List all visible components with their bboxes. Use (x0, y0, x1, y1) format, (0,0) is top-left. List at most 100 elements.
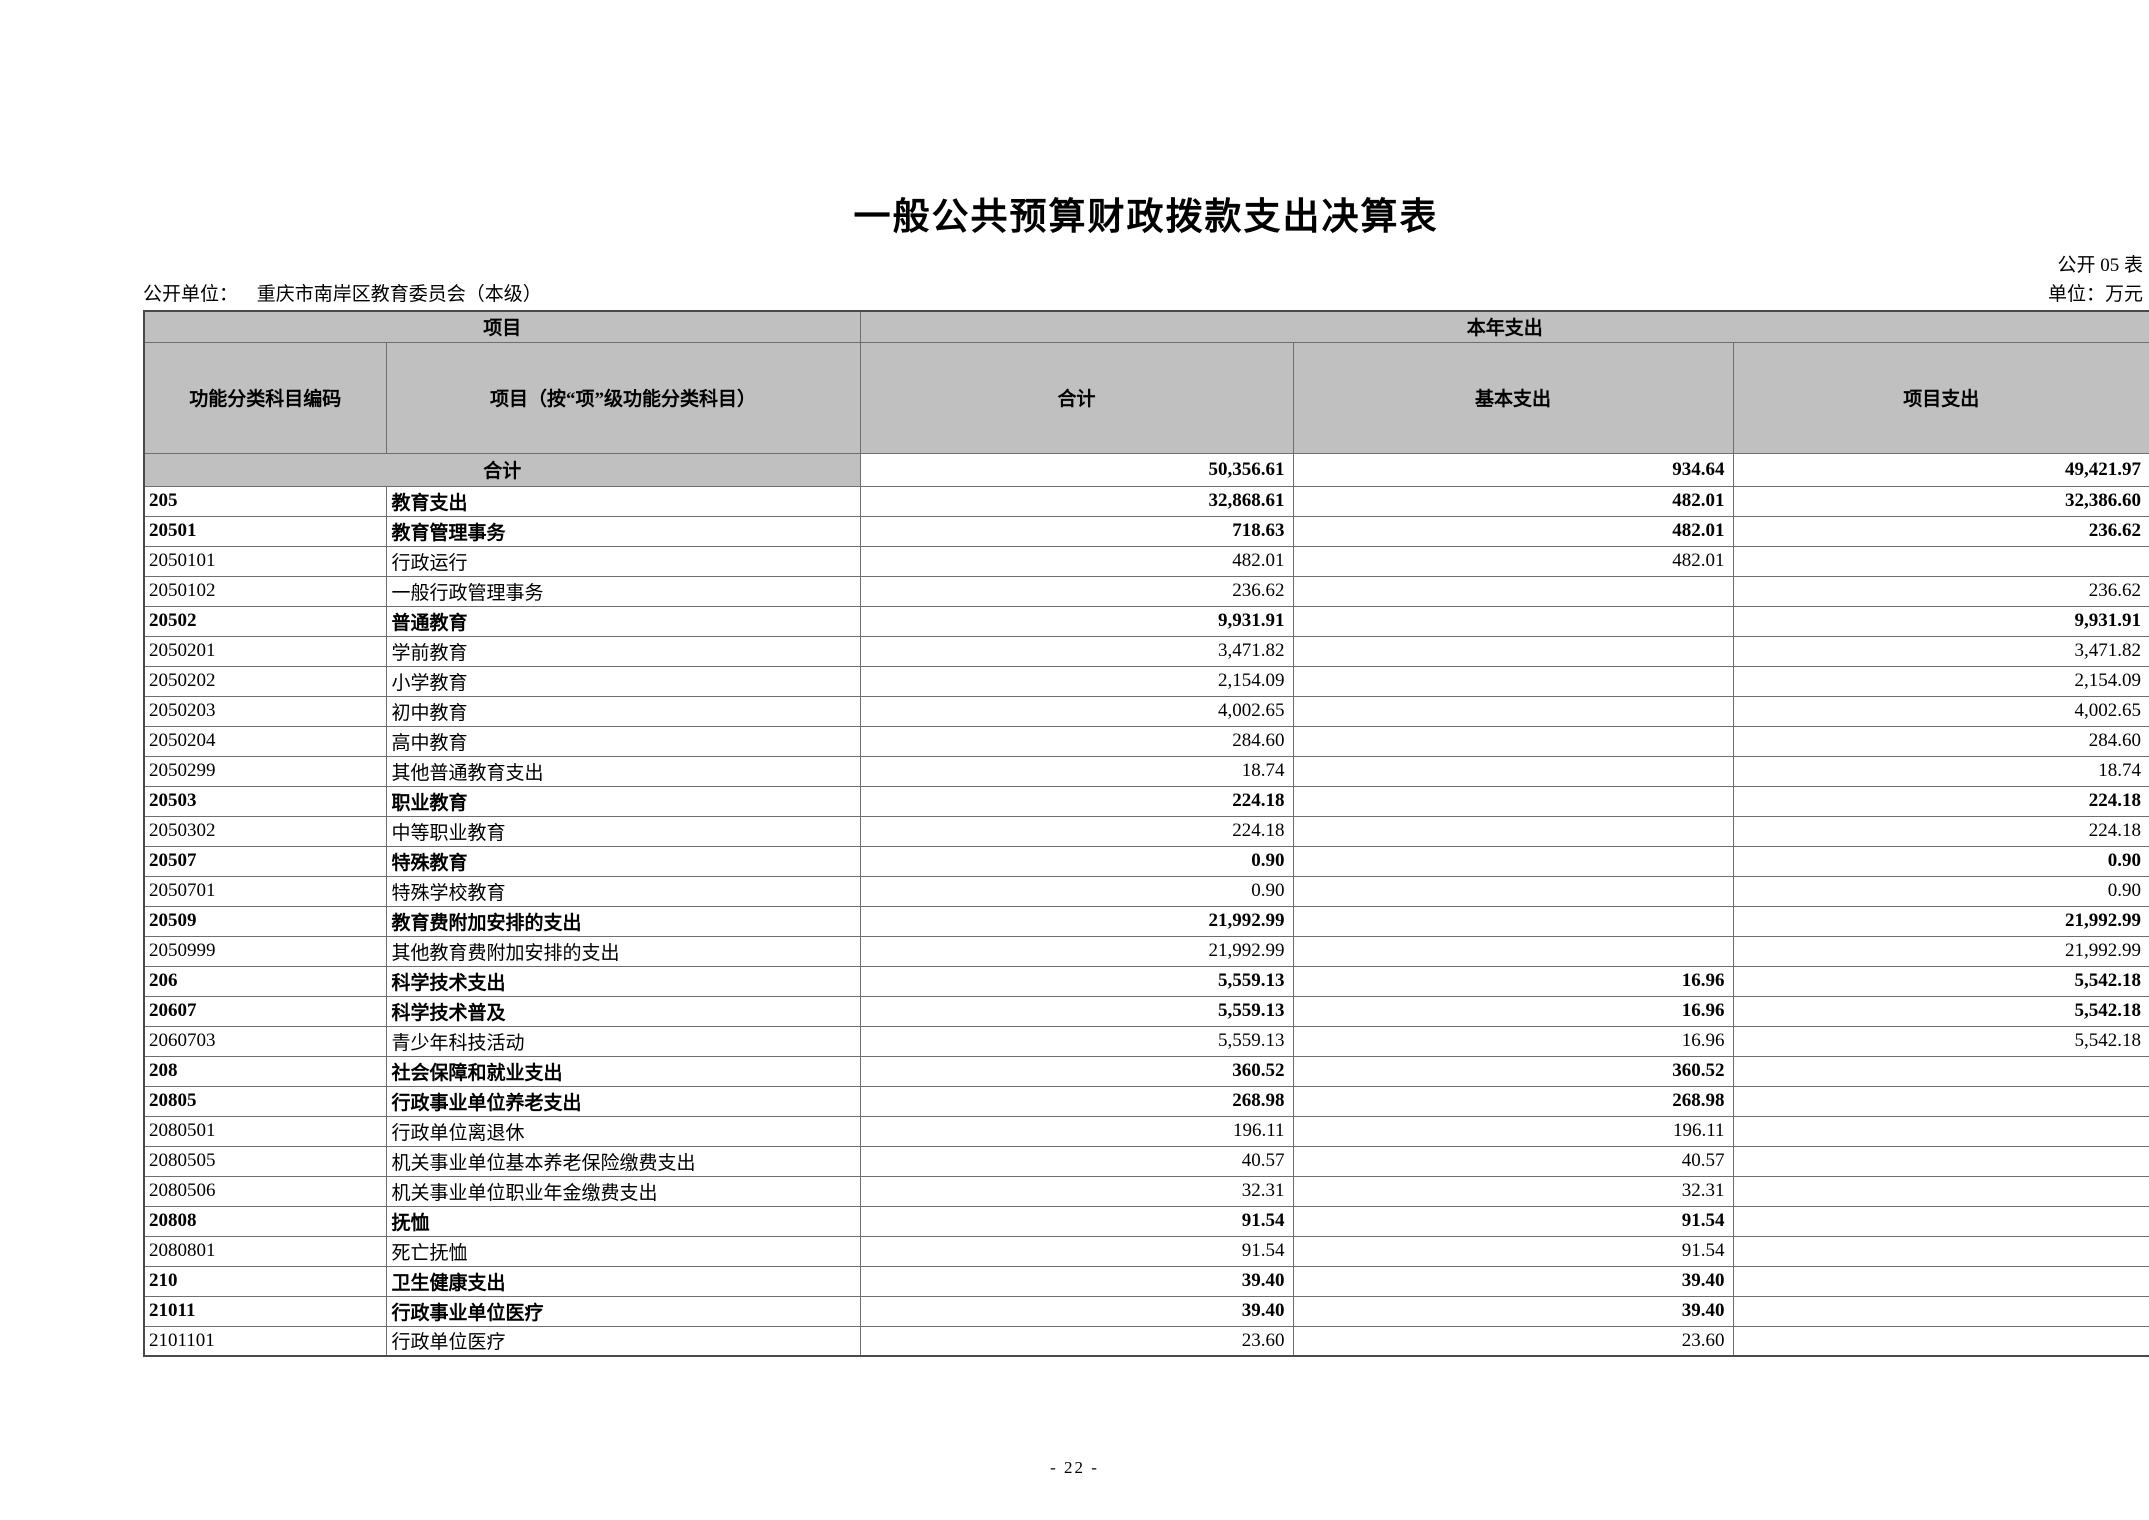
row-function-code: 2101101 (143, 1325, 387, 1357)
row-basic-value (1292, 725, 1734, 757)
table-row: 20509 教育费附加安排的支出 21,992.99 21,992.99 (143, 905, 2149, 937)
row-basic-value: 196.11 (1292, 1115, 1734, 1147)
header-columns-row: 功能分类科目编码 项目（按“项”级功能分类科目） 合计 基本支出 项目支出 (143, 341, 2149, 454)
row-item-name: 行政运行 (385, 545, 861, 577)
table-row: 2050201 学前教育 3,471.82 3,471.82 (143, 635, 2149, 667)
row-item-name: 普通教育 (385, 605, 861, 637)
row-function-code: 2050302 (143, 815, 387, 847)
row-project-value: 284.60 (1732, 725, 2149, 757)
table-row: 206 科学技术支出 5,559.13 16.96 5,542.18 (143, 965, 2149, 997)
row-function-code: 20507 (143, 845, 387, 877)
row-function-code: 2060703 (143, 1025, 387, 1057)
row-total-value: 9,931.91 (859, 605, 1294, 637)
header-col-total: 合计 (859, 341, 1294, 454)
row-basic-value: 16.96 (1292, 1025, 1734, 1057)
row-function-code: 20502 (143, 605, 387, 637)
row-total-value: 91.54 (859, 1235, 1294, 1267)
row-item-name: 特殊教育 (385, 845, 861, 877)
row-function-code: 208 (143, 1055, 387, 1087)
table-row: 20805 行政事业单位养老支出 268.98 268.98 (143, 1085, 2149, 1117)
row-project-value: 21,992.99 (1732, 905, 2149, 937)
row-project-value (1732, 1175, 2149, 1207)
row-project-value: 5,542.18 (1732, 965, 2149, 997)
row-item-name: 初中教育 (385, 695, 861, 727)
row-project-value: 9,931.91 (1732, 605, 2149, 637)
row-total-value: 5,559.13 (859, 965, 1294, 997)
table-row: 2050202 小学教育 2,154.09 2,154.09 (143, 665, 2149, 697)
table-row: 合计 50,356.61 934.64 49,421.97 (143, 452, 2149, 487)
row-function-code: 2050201 (143, 635, 387, 667)
table-row: 20808 抚恤 91.54 91.54 (143, 1205, 2149, 1237)
row-function-code: 2080501 (143, 1115, 387, 1147)
table-row: 2080801 死亡抚恤 91.54 91.54 (143, 1235, 2149, 1267)
table-row: 2080501 行政单位离退休 196.11 196.11 (143, 1115, 2149, 1147)
row-project-value: 32,386.60 (1732, 485, 2149, 517)
page-title: 一般公共预算财政拨款支出决算表 (853, 197, 1439, 238)
row-total-value: 91.54 (859, 1205, 1294, 1237)
row-item-name: 青少年科技活动 (385, 1025, 861, 1057)
row-function-code: 2050999 (143, 935, 387, 967)
row-function-code: 2050204 (143, 725, 387, 757)
row-item-name: 行政事业单位医疗 (385, 1295, 861, 1327)
table-row: 2050102 一般行政管理事务 236.62 236.62 (143, 575, 2149, 607)
row-total-value: 5,559.13 (859, 1025, 1294, 1057)
row-project-value: 0.90 (1732, 845, 2149, 877)
row-total-value: 18.74 (859, 755, 1294, 787)
row-function-code: 2050101 (143, 545, 387, 577)
header-group-item: 项目 (143, 310, 861, 343)
table-row: 2101101 行政单位医疗 23.60 23.60 (143, 1325, 2149, 1357)
row-total-value: 2,154.09 (859, 665, 1294, 697)
row-project-value: 2,154.09 (1732, 665, 2149, 697)
row-total-value: 4,002.65 (859, 695, 1294, 727)
row-function-code: 2050299 (143, 755, 387, 787)
row-function-code: 20509 (143, 905, 387, 937)
row-project-value (1732, 1325, 2149, 1357)
row-project-value: 3,471.82 (1732, 635, 2149, 667)
row-item-name: 其他普通教育支出 (385, 755, 861, 787)
row-total-value: 3,471.82 (859, 635, 1294, 667)
row-basic-value: 16.96 (1292, 965, 1734, 997)
row-total-value: 224.18 (859, 785, 1294, 817)
row-basic-value: 360.52 (1292, 1055, 1734, 1087)
row-basic-value (1292, 815, 1734, 847)
row-function-code: 2080801 (143, 1235, 387, 1267)
table-row: 2060703 青少年科技活动 5,559.13 16.96 5,542.18 (143, 1025, 2149, 1057)
table-row: 2050299 其他普通教育支出 18.74 18.74 (143, 755, 2149, 787)
row-item-name: 其他教育费附加安排的支出 (385, 935, 861, 967)
row-basic-value (1292, 695, 1734, 727)
table-row: 2050203 初中教育 4,002.65 4,002.65 (143, 695, 2149, 727)
row-project-value: 18.74 (1732, 755, 2149, 787)
unit-of-measure: 单位：万元 (2047, 284, 2143, 305)
header-col-function-code: 功能分类科目编码 (143, 341, 387, 454)
row-basic-value: 91.54 (1292, 1205, 1734, 1237)
row-item-name: 高中教育 (385, 725, 861, 757)
table-row: 208 社会保障和就业支出 360.52 360.52 (143, 1055, 2149, 1087)
row-project-value (1732, 1265, 2149, 1297)
header-col-item-name: 项目（按“项”级功能分类科目） (385, 341, 861, 454)
row-item-name: 卫生健康支出 (385, 1265, 861, 1297)
row-item-name: 教育支出 (385, 485, 861, 517)
row-item-name: 教育管理事务 (385, 515, 861, 547)
row-total-value: 50,356.61 (859, 452, 1294, 487)
row-project-value: 224.18 (1732, 815, 2149, 847)
row-basic-value: 482.01 (1292, 485, 1734, 517)
row-total-value: 0.90 (859, 875, 1294, 907)
row-project-value: 49,421.97 (1732, 452, 2149, 487)
row-item-name: 职业教育 (385, 785, 861, 817)
row-project-value: 21,992.99 (1732, 935, 2149, 967)
row-basic-value (1292, 785, 1734, 817)
row-item-name: 科学技术支出 (385, 965, 861, 997)
row-function-code: 205 (143, 485, 387, 517)
row-basic-value (1292, 875, 1734, 907)
row-item-name: 学前教育 (385, 635, 861, 667)
row-total-value: 0.90 (859, 845, 1294, 877)
row-basic-value: 91.54 (1292, 1235, 1734, 1267)
row-item-name: 机关事业单位职业年金缴费支出 (385, 1175, 861, 1207)
header-group-current-year-expenditure: 本年支出 (859, 310, 2149, 343)
row-function-code: 2050701 (143, 875, 387, 907)
table-row: 2080506 机关事业单位职业年金缴费支出 32.31 32.31 (143, 1175, 2149, 1207)
row-total-value: 5,559.13 (859, 995, 1294, 1027)
row-item-name: 科学技术普及 (385, 995, 861, 1027)
row-item-name: 教育费附加安排的支出 (385, 905, 861, 937)
